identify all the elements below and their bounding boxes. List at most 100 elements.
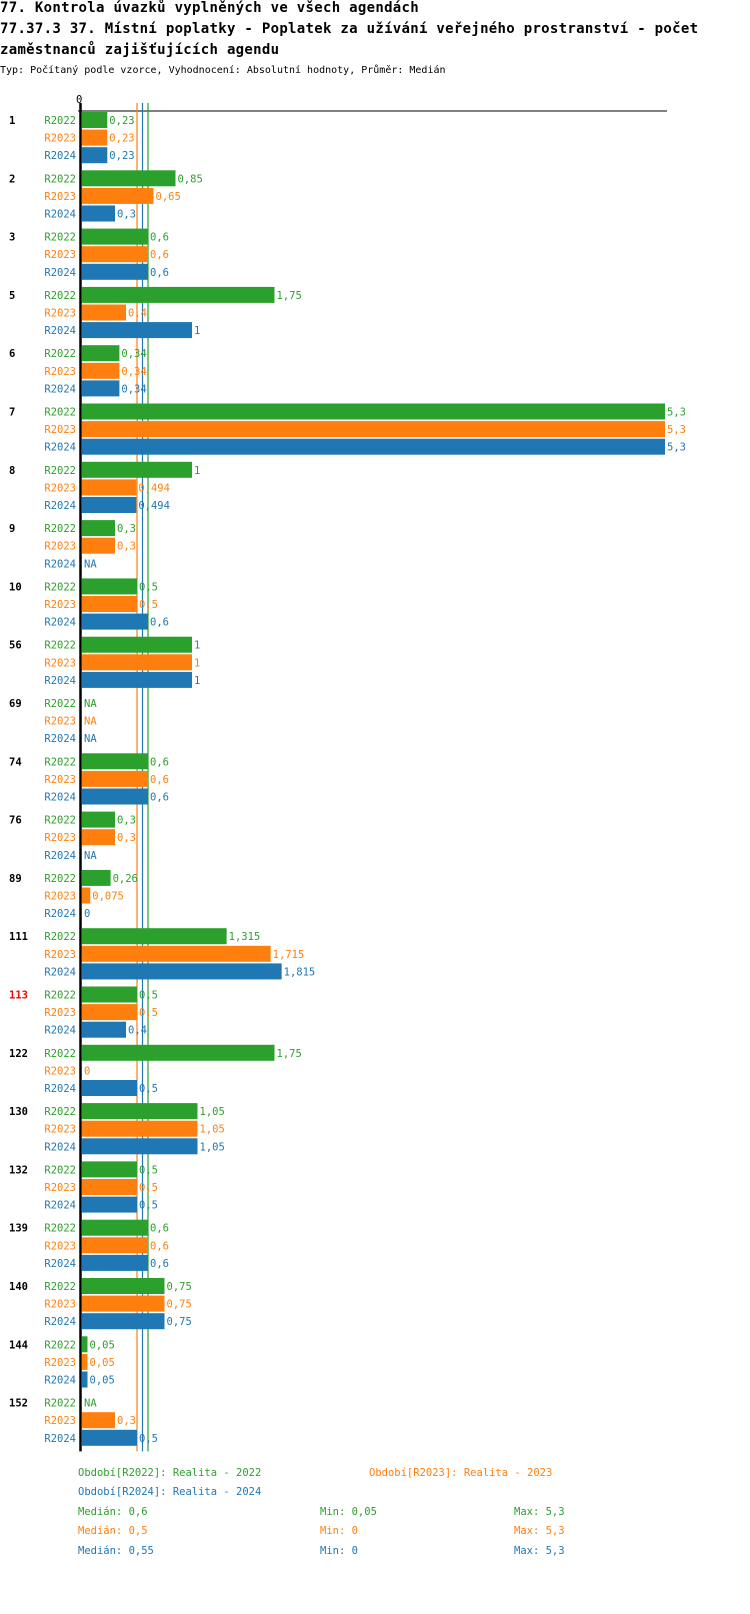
value-label: 1 <box>194 465 200 477</box>
series-label: R2024 <box>44 1025 76 1037</box>
series-label: R2022 <box>44 407 76 419</box>
series-label: R2023 <box>44 541 76 553</box>
series-label: R2023 <box>44 1007 76 1019</box>
series-label: R2023 <box>44 133 76 145</box>
category-label: 6 <box>9 348 15 360</box>
bar <box>82 1254 148 1271</box>
series-label: R2022 <box>44 873 76 885</box>
series-label: R2023 <box>44 832 76 844</box>
category-label: 56 <box>9 640 22 652</box>
bar <box>82 1161 137 1178</box>
series-label: R2024 <box>44 442 76 454</box>
value-label: 5,3 <box>667 407 686 419</box>
series-label: R2023 <box>44 599 76 611</box>
bar <box>82 520 115 537</box>
category-label: 111 <box>9 931 28 943</box>
value-label: 5,3 <box>667 442 686 454</box>
bar <box>82 129 108 146</box>
bar <box>82 1004 137 1021</box>
value-label: NA <box>84 698 97 710</box>
value-label: 0,494 <box>138 482 170 494</box>
value-label: 0,5 <box>139 1200 158 1212</box>
category-label: 144 <box>9 1339 28 1351</box>
series-label: R2023 <box>44 716 76 728</box>
value-label: 0,23 <box>109 115 134 127</box>
value-label: 0,5 <box>139 1182 158 1194</box>
value-label: 0,05 <box>90 1339 115 1351</box>
series-label: R2022 <box>44 990 76 1002</box>
bar <box>82 147 108 164</box>
series-label: R2024 <box>44 733 76 745</box>
bar <box>82 1179 137 1195</box>
bar <box>82 671 192 688</box>
title-line-1: 77. Kontrola úvazků vyplněných ve všech … <box>0 0 419 16</box>
value-label: 0,3 <box>117 815 136 827</box>
value-label: 0,05 <box>90 1357 115 1369</box>
value-label: 0,3 <box>117 209 136 221</box>
series-label: R2023 <box>44 366 76 378</box>
bar <box>82 421 665 438</box>
category-label: 10 <box>9 581 22 593</box>
bar <box>82 479 137 496</box>
series-label: R2024 <box>44 1316 76 1328</box>
bar <box>82 770 148 787</box>
bar <box>82 1371 88 1388</box>
bar <box>82 963 282 980</box>
min-r2024: Min: 0 <box>320 1545 358 1557</box>
bar <box>82 1412 115 1429</box>
value-label: 0,75 <box>167 1316 192 1328</box>
value-label: 0,3 <box>117 832 136 844</box>
bar <box>82 1295 165 1312</box>
bar <box>82 263 148 280</box>
bar <box>82 636 192 653</box>
bar <box>82 286 275 303</box>
bar <box>82 1313 165 1330</box>
category-label: 74 <box>9 756 22 768</box>
series-label: R2022 <box>44 756 76 768</box>
bar <box>82 345 120 362</box>
series-label: R2024 <box>44 850 76 862</box>
series-label: R2024 <box>44 1375 76 1387</box>
series-label: R2024 <box>44 792 76 804</box>
bar <box>82 1120 198 1137</box>
value-label: NA <box>84 1398 97 1410</box>
bar <box>82 945 271 962</box>
value-label: 0,6 <box>150 1240 169 1252</box>
bar <box>82 187 154 204</box>
bar <box>82 362 120 379</box>
series-label: R2023 <box>44 891 76 903</box>
bar <box>82 928 227 945</box>
series-label: R2022 <box>44 1339 76 1351</box>
series-label: R2024 <box>44 150 76 162</box>
value-label: NA <box>84 558 97 570</box>
series-label: R2024 <box>44 1200 76 1212</box>
median-r2023: Medián: 0,5 <box>78 1525 148 1537</box>
bar <box>82 1237 148 1254</box>
bar <box>82 304 126 321</box>
value-label: 0,34 <box>121 383 146 395</box>
series-label: R2022 <box>44 173 76 185</box>
legend-r2024: Období[R2024]: Realita - 2024 <box>78 1486 262 1498</box>
value-label: 0,3 <box>117 523 136 535</box>
series-label: R2023 <box>44 482 76 494</box>
series-label: R2024 <box>44 675 76 687</box>
series-label: R2023 <box>44 949 76 961</box>
category-label: 89 <box>9 873 22 885</box>
min-r2022: Min: 0,05 <box>320 1506 377 1518</box>
value-label: 0,6 <box>150 617 169 629</box>
category-label: 139 <box>9 1223 28 1235</box>
x-tick-label: 0 <box>76 94 82 106</box>
series-label: R2024 <box>44 325 76 337</box>
series-label: R2023 <box>44 424 76 436</box>
value-label: 0,6 <box>150 1223 169 1235</box>
bar <box>82 788 148 805</box>
bar <box>82 1336 88 1353</box>
series-label: R2024 <box>44 617 76 629</box>
bar <box>82 613 148 630</box>
bar <box>82 403 665 420</box>
value-label: 1,715 <box>273 949 305 961</box>
series-label: R2024 <box>44 267 76 279</box>
series-label: R2023 <box>44 1124 76 1136</box>
series-label: R2024 <box>44 500 76 512</box>
value-label: 0,75 <box>167 1299 192 1311</box>
